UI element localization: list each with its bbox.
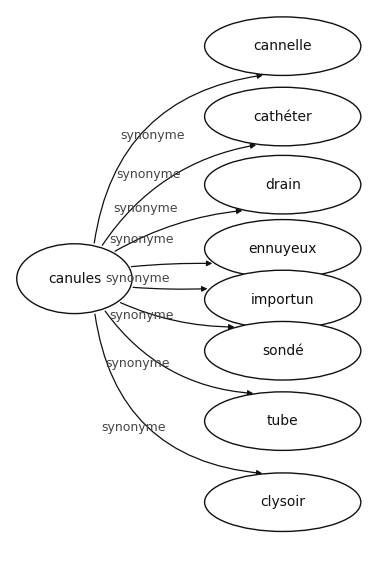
Text: cannelle: cannelle	[253, 39, 312, 53]
FancyArrowPatch shape	[131, 261, 211, 267]
Text: synonyme: synonyme	[113, 202, 177, 215]
Text: synonyme: synonyme	[116, 168, 181, 181]
Text: synonyme: synonyme	[120, 128, 185, 142]
FancyArrowPatch shape	[95, 314, 261, 475]
Text: clysoir: clysoir	[260, 495, 305, 509]
Ellipse shape	[205, 220, 361, 278]
Text: importun: importun	[251, 293, 314, 306]
Ellipse shape	[205, 155, 361, 214]
Text: synonyme: synonyme	[102, 421, 166, 435]
Ellipse shape	[205, 473, 361, 531]
FancyArrowPatch shape	[105, 311, 252, 395]
Text: synonyme: synonyme	[105, 356, 170, 370]
Text: synonyme: synonyme	[109, 309, 174, 322]
Text: synonyme: synonyme	[105, 272, 170, 285]
FancyArrowPatch shape	[94, 74, 262, 243]
Ellipse shape	[205, 17, 361, 75]
Text: cathéter: cathéter	[253, 110, 312, 123]
FancyArrowPatch shape	[115, 209, 241, 251]
Text: canules: canules	[48, 272, 101, 285]
Text: sondé: sondé	[262, 344, 304, 358]
Text: synonyme: synonyme	[109, 233, 174, 246]
Ellipse shape	[205, 270, 361, 329]
Ellipse shape	[205, 321, 361, 380]
Ellipse shape	[205, 392, 361, 450]
FancyArrowPatch shape	[121, 303, 233, 329]
FancyArrowPatch shape	[133, 287, 206, 291]
Text: ennuyeux: ennuyeux	[248, 242, 317, 256]
Ellipse shape	[205, 87, 361, 146]
Text: tube: tube	[267, 414, 299, 428]
Text: drain: drain	[265, 178, 301, 191]
Ellipse shape	[17, 244, 132, 314]
FancyArrowPatch shape	[102, 144, 255, 245]
